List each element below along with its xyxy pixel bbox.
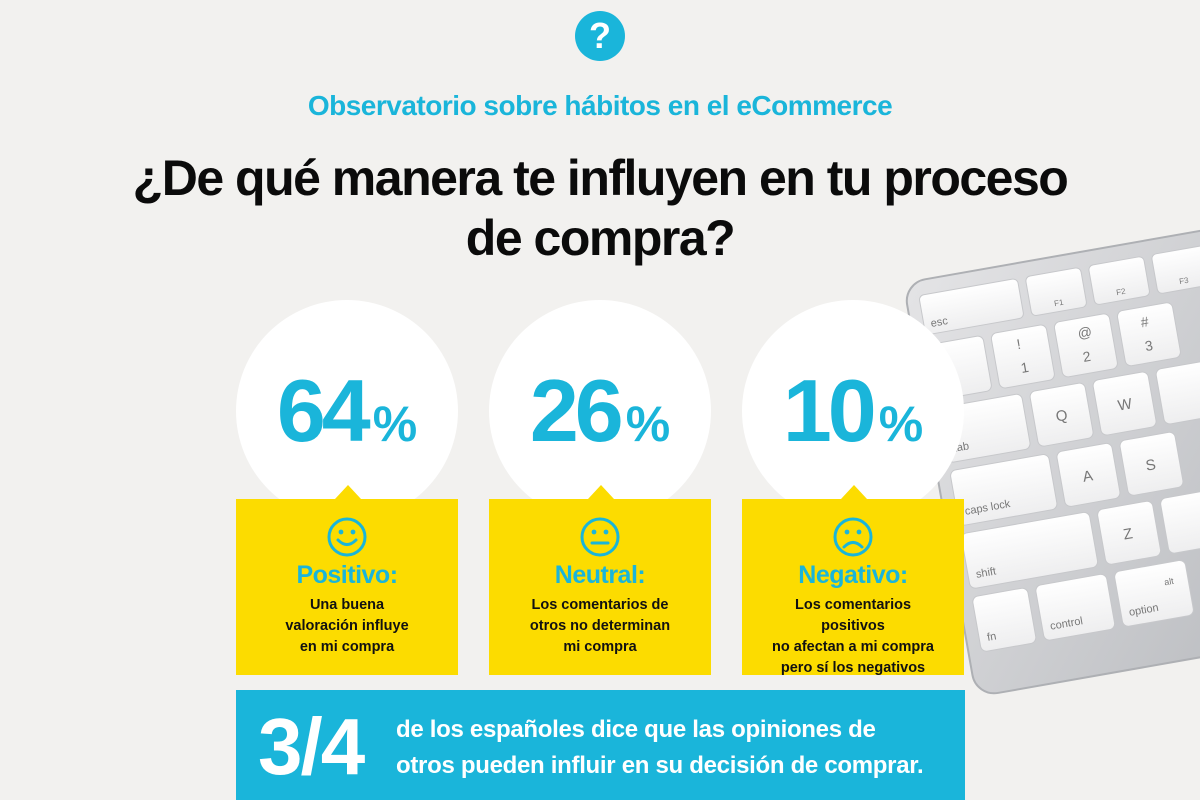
key-label: # (1139, 313, 1150, 330)
key-label: shift (975, 566, 997, 581)
stat-card-neutral: Neutral: Los comentarios de otros no det… (489, 485, 711, 675)
key-label: @ (1076, 323, 1093, 341)
key-label: Q (1054, 407, 1068, 426)
stat-description: Una buena valoración influye en mi compr… (285, 597, 409, 655)
page-title-line1: ¿De qué manera te influyen en tu proceso (132, 150, 1069, 206)
key-label: 2 (1082, 348, 1093, 365)
card-notch (335, 485, 361, 499)
stat-percent-negative: 10% (742, 360, 964, 462)
key-label: 1 (1019, 359, 1030, 376)
key-label: F3 (1179, 276, 1190, 287)
key-label: S (1144, 456, 1157, 474)
question-glyph: ? (589, 15, 611, 56)
percent-value: 64 (276, 361, 371, 460)
percent-symbol: % (372, 396, 418, 452)
key-label: ! (1015, 336, 1022, 352)
key-label: Z (1122, 525, 1134, 543)
key-label: fn (986, 630, 997, 643)
key-label: F2 (1115, 287, 1126, 298)
stat-label: Neutral: (554, 561, 646, 589)
percent-value: 26 (529, 361, 624, 460)
key-label: 3 (1144, 337, 1155, 354)
key-label: alt (1163, 576, 1175, 588)
percent-symbol: % (625, 396, 671, 452)
page-title-line2: de compra? (465, 210, 736, 266)
stat-percent-neutral: 26% (489, 360, 711, 462)
stat-card-negative: Negativo: Los comentarios positivos no a… (742, 485, 964, 676)
stat-label: Negativo: (798, 561, 908, 589)
stat-description: Los comentarios de otros no determinan m… (529, 597, 671, 655)
stat-card-positive: Positivo: Una buena valoración influye e… (236, 485, 458, 675)
key-label: F1 (1053, 298, 1064, 309)
summary-fraction: 3/4 (258, 702, 365, 791)
stat-label: Positivo: (296, 561, 398, 589)
key-label: A (1081, 467, 1094, 485)
key-label: W (1117, 395, 1135, 414)
sad-face-icon (833, 517, 873, 557)
key-label: option (1128, 602, 1160, 619)
card-notch (841, 485, 867, 499)
question-icon: ? (575, 11, 625, 61)
page-title: ¿De qué manera te influyen en tu proceso… (0, 148, 1200, 268)
page-subtitle: Observatorio sobre hábitos en el eCommer… (307, 90, 893, 121)
percent-symbol: % (878, 396, 924, 452)
neutral-face-icon (580, 517, 620, 557)
key-label: control (1049, 615, 1084, 633)
stat-description: Los comentarios positivos no afectan a m… (772, 597, 934, 676)
percent-value: 10 (782, 361, 877, 460)
smile-face-icon (327, 517, 367, 557)
summary-text: de los españoles dice que las opiniones … (396, 716, 924, 779)
key-label: caps lock (964, 498, 1012, 518)
key-label: esc (930, 315, 949, 330)
summary-banner: 3/4 de los españoles dice que las opinio… (236, 690, 965, 800)
stat-percent-positive: 64% (236, 360, 458, 462)
card-notch (588, 485, 614, 499)
